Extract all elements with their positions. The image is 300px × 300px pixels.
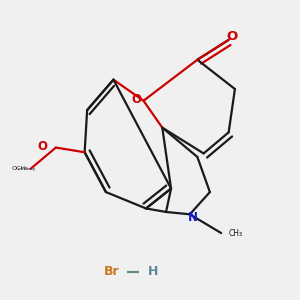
- Text: methoxy: methoxy: [17, 167, 35, 171]
- Text: O: O: [37, 140, 47, 153]
- Text: OCH₃: OCH₃: [11, 166, 28, 171]
- Text: O: O: [131, 93, 141, 106]
- Text: H: H: [148, 266, 158, 278]
- Text: CH₃: CH₃: [229, 229, 243, 238]
- Text: N: N: [188, 211, 198, 224]
- Text: O: O: [226, 30, 237, 43]
- Text: Br: Br: [103, 266, 119, 278]
